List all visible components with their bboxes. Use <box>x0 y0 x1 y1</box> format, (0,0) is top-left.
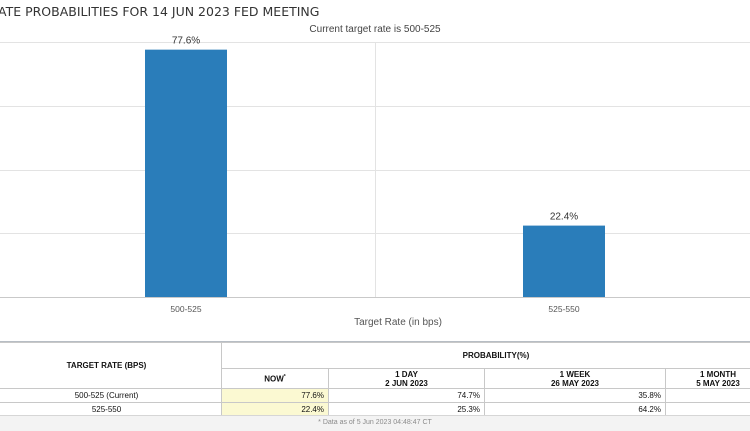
month1-cell <box>666 389 750 403</box>
chart-subtitle: Current target rate is 500-525 <box>309 24 441 35</box>
bar-value-label: 77.6% <box>172 36 200 47</box>
now-cell: 77.6% <box>222 389 329 403</box>
x-tick-label: 500-525 <box>170 304 201 314</box>
x-axis-title: Target Rate (in bps) <box>354 317 442 328</box>
col-1day-header: 1 DAY 2 JUN 2023 <box>329 369 485 389</box>
chart-title: ATE PROBABILITIES FOR 14 JUN 2023 FED ME… <box>0 4 319 19</box>
table-row: 500-525 (Current) 77.6% 74.7% 35.8% <box>0 389 750 403</box>
col-1day-date: 2 JUN 2023 <box>329 379 484 388</box>
day1-cell: 74.7% <box>329 389 485 403</box>
target-rate-header: TARGET RATE (BPS) <box>0 343 222 389</box>
x-tick-label: 525-550 <box>548 304 579 314</box>
rate-cell: 500-525 (Current) <box>0 389 222 403</box>
probability-table-panel: TARGET RATE (BPS) PROBABILITY(%) NOW* 1 … <box>0 341 750 431</box>
week1-cell: 35.8% <box>485 389 666 403</box>
col-1week-label: 1 WEEK <box>485 370 665 379</box>
col-1week-header: 1 WEEK 26 MAY 2023 <box>485 369 666 389</box>
bar <box>523 226 605 297</box>
col-1week-date: 26 MAY 2023 <box>485 379 665 388</box>
chart-area: 77.6% 500-525 22.4% 525-550 ATE PROBABILITI… <box>0 0 750 340</box>
data-timestamp-note: * Data as of 5 Jun 2023 04:48:47 CT <box>0 415 750 431</box>
col-1month-date: 5 MAY 2023 <box>666 379 750 388</box>
col-1day-label: 1 DAY <box>329 370 484 379</box>
probability-table: TARGET RATE (BPS) PROBABILITY(%) NOW* 1 … <box>0 342 750 417</box>
bar <box>145 50 227 297</box>
grid-layer <box>0 42 750 298</box>
col-now-label: NOW <box>264 374 284 383</box>
col-now-marker: * <box>284 374 286 380</box>
col-now-header: NOW* <box>222 369 329 389</box>
bar-value-label: 22.4% <box>550 212 578 223</box>
probability-header: PROBABILITY(%) <box>222 343 750 369</box>
col-1month-header: 1 MONTH 5 MAY 2023 <box>666 369 750 389</box>
bar-chart: 77.6% 500-525 22.4% 525-550 ATE PROBABILITI… <box>0 0 750 340</box>
col-1month-label: 1 MONTH <box>666 370 750 379</box>
